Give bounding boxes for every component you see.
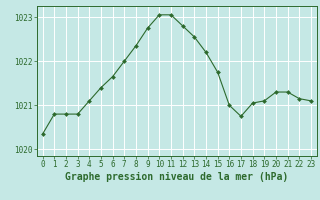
- X-axis label: Graphe pression niveau de la mer (hPa): Graphe pression niveau de la mer (hPa): [65, 172, 288, 182]
